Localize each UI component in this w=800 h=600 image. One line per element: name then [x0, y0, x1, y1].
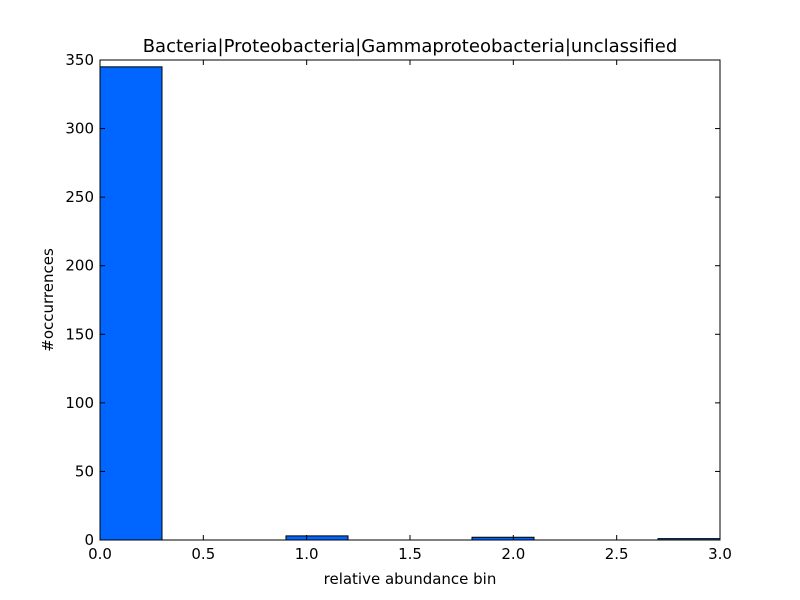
y-tick-label-7: 350 [65, 51, 94, 69]
x-tick-label-5: 2.5 [605, 545, 629, 563]
bars-group [99, 66, 721, 541]
x-tick-label-1: 0.5 [191, 545, 215, 563]
x-tick-label-6: 3.0 [708, 545, 732, 563]
histogram-bar-0 [99, 66, 163, 541]
y-tick-label-2: 100 [65, 394, 94, 412]
ticks-group: 0.0 0.5 1.0 1.5 2.0 2.5 3.0 0 50 100 150 200 250 300 3… [65, 51, 732, 563]
chart-title: Bacteria|Proteobacteria|Gammaproteobacte… [143, 36, 678, 57]
histogram-bar-3 [285, 535, 349, 541]
y-tick-label-0: 0 [84, 531, 94, 549]
x-tick-label-0: 0.0 [88, 545, 112, 563]
y-tick-label-6: 300 [65, 120, 94, 138]
plot-frame [99, 59, 721, 541]
y-tick-label-1: 50 [75, 462, 94, 480]
x-tick-label-3: 1.5 [398, 545, 422, 563]
x-axis-label: relative abundance bin [324, 570, 497, 588]
y-tick-label-5: 250 [65, 188, 94, 206]
y-tick-label-4: 200 [65, 257, 94, 275]
y-tick-label-3: 150 [65, 325, 94, 343]
x-tick-label-4: 2.0 [501, 545, 525, 563]
x-tick-label-2: 1.0 [295, 545, 319, 563]
y-axis-label: #occurrences [39, 248, 57, 352]
